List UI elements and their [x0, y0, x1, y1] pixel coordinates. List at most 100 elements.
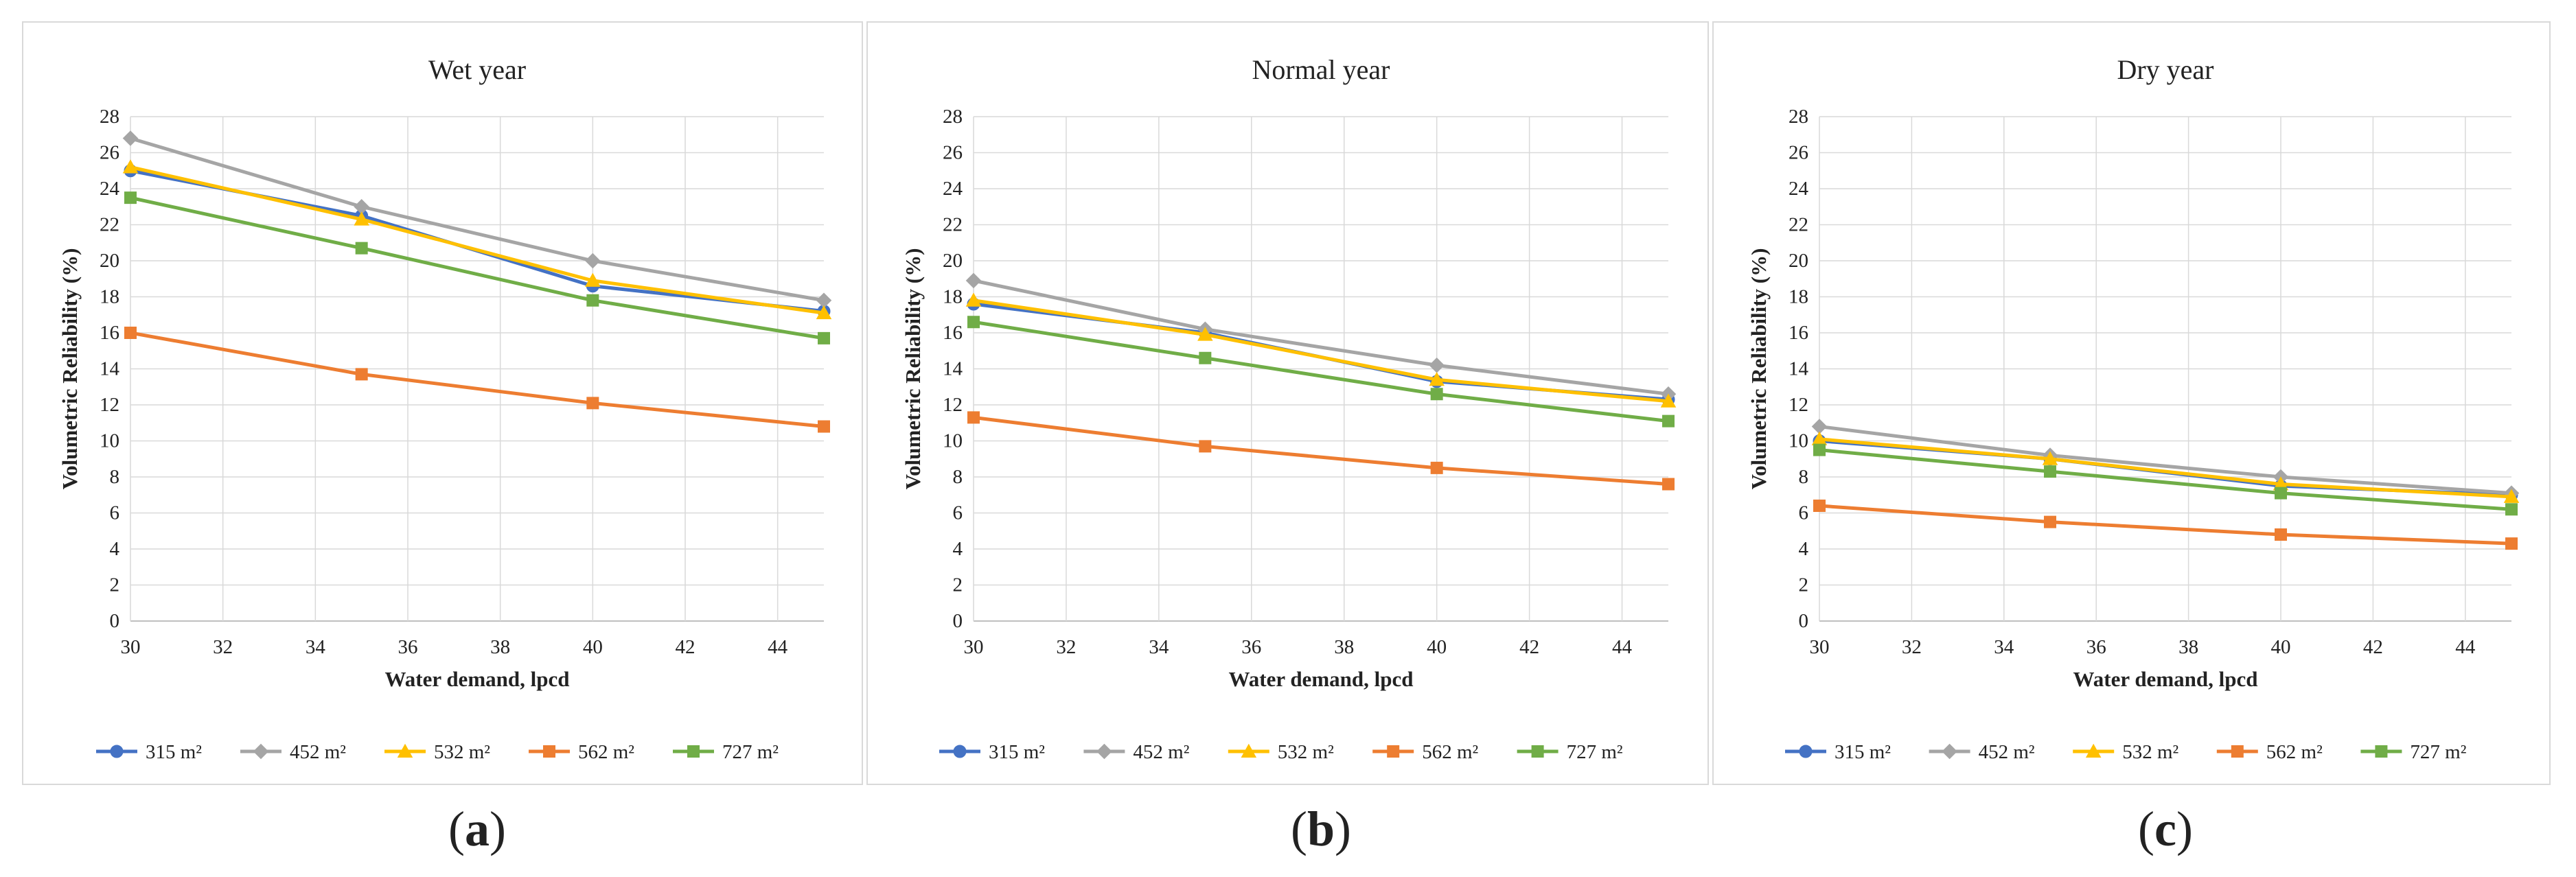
series-line-727 [1819, 448, 2512, 511]
data-point-532 [1429, 372, 1445, 386]
legend-marker [1942, 743, 1957, 760]
data-point-727 [818, 331, 830, 344]
x-tick-label: 32 [1902, 636, 1922, 658]
legend-label: 315 m² [146, 741, 202, 763]
data-point-562 [1813, 500, 1826, 512]
panel-label: (b) [1291, 802, 1351, 856]
data-point-727 [1813, 443, 1826, 456]
x-tick-label: 32 [213, 636, 233, 658]
data-point-452 [585, 253, 601, 269]
y-tick-label: 8 [110, 466, 120, 488]
x-tick-label: 42 [676, 636, 695, 658]
x-tick-label: 40 [1427, 636, 1447, 658]
legend-label: 532 m² [1278, 741, 1334, 763]
y-tick-label: 14 [943, 358, 963, 380]
y-tick-label: 22 [100, 214, 119, 236]
chart-title: Wet year [428, 54, 526, 85]
y-tick-label: 12 [943, 394, 963, 416]
legend-marker [110, 745, 124, 758]
x-axis-label: Water demand, lpcd [2073, 667, 2258, 691]
x-tick-label: 30 [1810, 636, 1830, 658]
y-tick-label: 8 [953, 466, 963, 488]
y-tick-label: 10 [943, 430, 963, 452]
data-point-532 [1197, 327, 1213, 341]
x-tick-label: 34 [306, 636, 326, 658]
y-tick-label: 20 [1789, 250, 1808, 272]
x-tick-label: 36 [1241, 636, 1261, 658]
x-tick-label: 30 [964, 636, 984, 658]
legend-label: 727 m² [1567, 741, 1623, 763]
data-point-452 [816, 292, 832, 308]
data-point-727 [2505, 503, 2518, 516]
y-tick-label: 4 [1799, 538, 1809, 560]
chart-title: Dry year [2117, 54, 2213, 85]
data-point-452 [122, 130, 139, 146]
legend-marker [1799, 745, 1813, 758]
legend-item: 727 m² [673, 741, 779, 763]
y-tick-label: 16 [1789, 322, 1808, 344]
legend-label: 562 m² [1422, 741, 1478, 763]
chart-border [1712, 21, 2551, 785]
y-tick-label: 24 [943, 178, 963, 200]
data-point-562 [586, 397, 599, 410]
chart-border [866, 21, 1709, 785]
x-tick-label: 34 [1994, 636, 2014, 658]
y-tick-label: 20 [100, 250, 119, 272]
y-tick-label: 4 [953, 538, 963, 560]
y-tick-label: 12 [100, 394, 119, 416]
y-tick-label: 4 [110, 538, 120, 560]
x-tick-label: 42 [1519, 636, 1539, 658]
data-point-562 [1430, 461, 1443, 474]
y-tick-label: 0 [1799, 610, 1809, 632]
x-tick-label: 40 [2271, 636, 2291, 658]
legend-marker [1387, 745, 1400, 758]
x-tick-label: 38 [490, 636, 510, 658]
y-tick-label: 20 [943, 250, 963, 272]
data-point-562 [124, 327, 137, 339]
data-point-532 [585, 272, 601, 287]
series-line-452 [1819, 425, 2512, 495]
series-line-562 [973, 415, 1669, 486]
data-point-562 [355, 368, 368, 381]
y-tick-label: 6 [1799, 502, 1809, 524]
legend-marker [953, 745, 967, 758]
y-axis-label: Volumetric Reliability (%) [58, 248, 82, 490]
data-point-562 [1662, 478, 1675, 491]
x-tick-label: 34 [1149, 636, 1169, 658]
legend-label: 315 m² [1835, 741, 1891, 763]
legend-item: 532 m² [384, 741, 490, 763]
y-tick-label: 14 [100, 358, 120, 380]
legend-marker [2375, 745, 2388, 758]
data-point-532 [816, 305, 832, 320]
legend-label: 562 m² [2266, 741, 2323, 763]
legend-label: 727 m² [722, 741, 779, 763]
y-tick-label: 0 [953, 610, 963, 632]
x-tick-label: 36 [2086, 636, 2106, 658]
x-tick-label: 30 [121, 636, 141, 658]
data-point-452 [965, 272, 982, 289]
legend-item: 532 m² [2073, 741, 2179, 763]
data-point-727 [967, 316, 980, 329]
series-line-532 [973, 299, 1669, 404]
panel-label: (a) [448, 802, 506, 856]
y-tick-label: 26 [943, 142, 963, 164]
data-point-727 [1199, 351, 1212, 364]
data-point-532 [354, 211, 369, 226]
series-line-562 [1819, 504, 2512, 546]
y-tick-label: 22 [1789, 214, 1808, 236]
y-tick-label: 26 [100, 142, 119, 164]
y-tick-label: 10 [100, 430, 119, 452]
legend-marker [2231, 745, 2244, 758]
legend-item: 562 m² [1372, 741, 1479, 763]
data-point-532 [1811, 431, 1828, 445]
series-line-532 [1819, 437, 2512, 499]
y-tick-label: 22 [943, 214, 963, 236]
y-tick-label: 16 [943, 322, 963, 344]
x-axis-label: Water demand, lpcd [1229, 667, 1414, 691]
legend-label: 452 m² [290, 741, 346, 763]
y-tick-label: 26 [1789, 142, 1808, 164]
data-point-532 [1660, 393, 1677, 408]
data-point-727 [586, 294, 599, 307]
